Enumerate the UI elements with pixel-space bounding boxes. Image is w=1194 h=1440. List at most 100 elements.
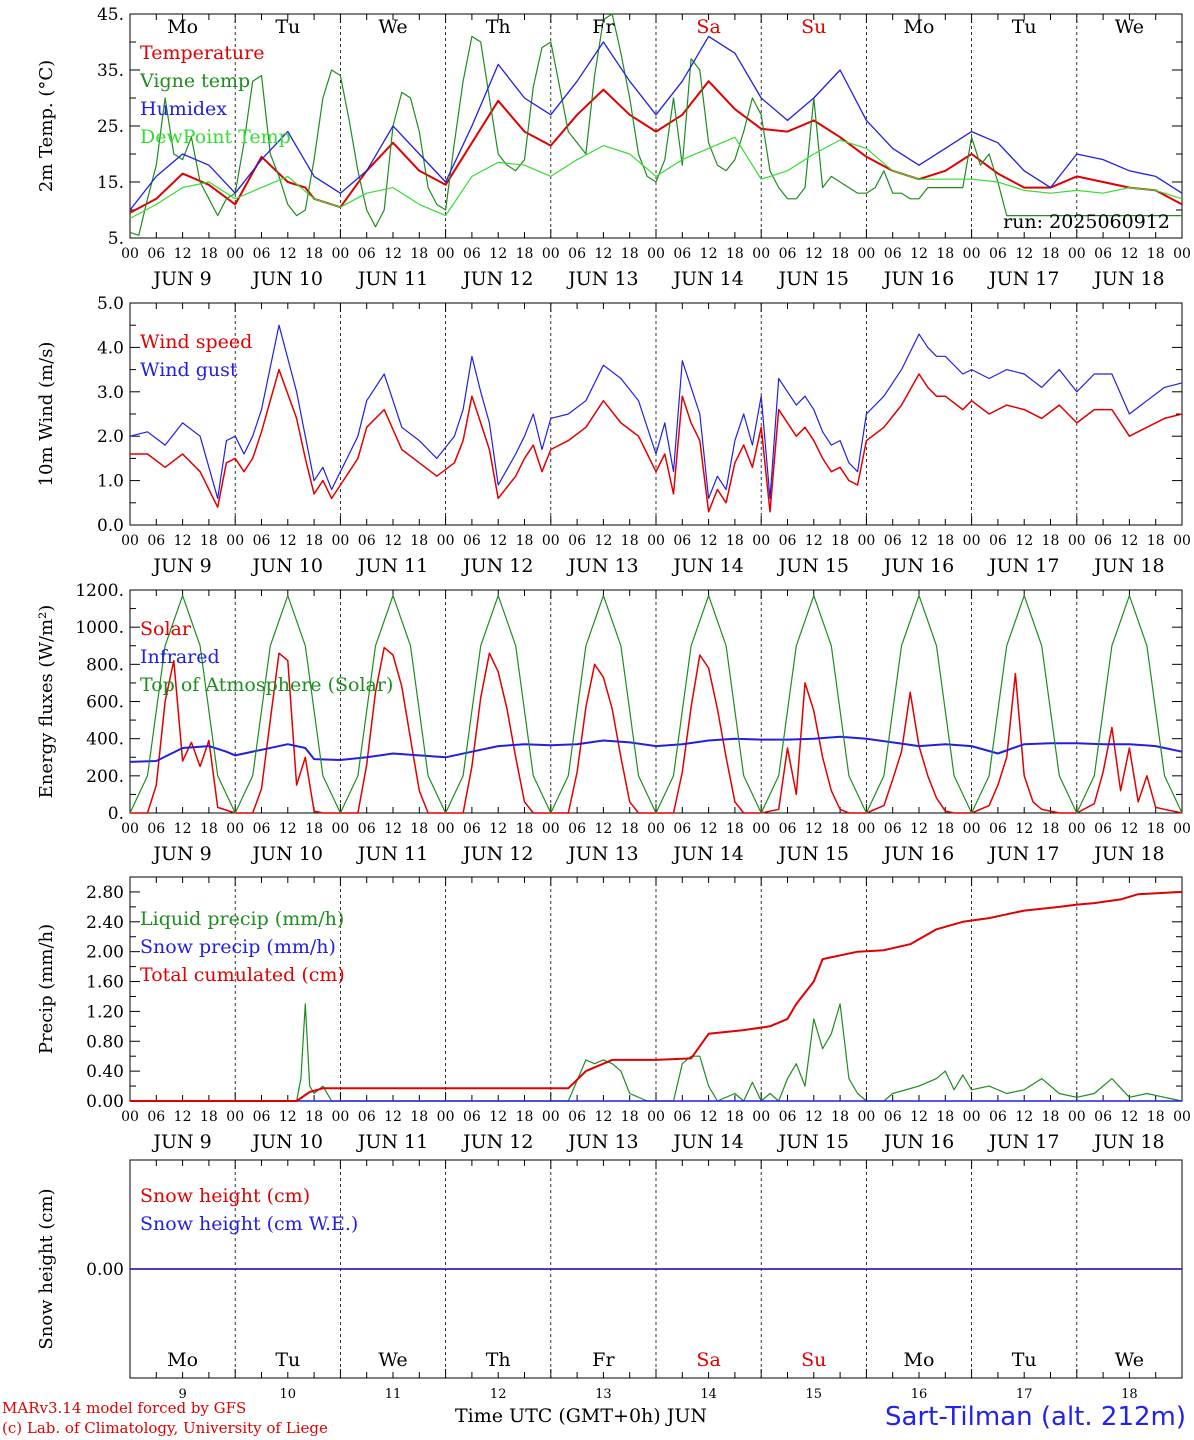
hour-tick-label: 18	[621, 533, 639, 549]
hour-tick-label: 00	[857, 533, 875, 549]
hour-tick-label: 18	[726, 821, 744, 837]
hour-tick-label: 18	[516, 1109, 534, 1125]
y-tick-label: 0.0	[97, 516, 124, 536]
hour-tick-label: 00	[437, 533, 455, 549]
day-of-week-label: Mo	[904, 1349, 935, 1371]
hour-tick-label: 12	[174, 246, 192, 262]
hour-tick-label: 12	[384, 1109, 402, 1125]
hour-tick-label: 00	[331, 821, 349, 837]
hour-tick-label: 00	[1068, 246, 1086, 262]
legend-entry: DewPoint Temp	[140, 126, 291, 148]
hour-tick-label: 00	[1173, 1109, 1191, 1125]
hour-tick-label: 00	[226, 533, 244, 549]
hour-tick-label: 00	[963, 246, 981, 262]
series-top-of-atmosphere-solar	[129, 594, 1183, 814]
y-tick-label: 0.40	[86, 1062, 124, 1082]
date-label: JUN 13	[566, 1131, 638, 1153]
hour-tick-label: 18	[200, 533, 218, 549]
date-label: JUN 17	[987, 268, 1059, 290]
y-tick-label: 1000.	[75, 618, 124, 638]
hour-tick-label: 00	[1068, 821, 1086, 837]
y-tick-label: 800.	[86, 655, 124, 675]
hour-tick-label: 18	[410, 1109, 428, 1125]
date-label: JUN 16	[882, 268, 954, 290]
date-label: JUN 18	[1092, 843, 1164, 865]
hour-tick-label: 18	[516, 533, 534, 549]
hour-tick-label: 06	[568, 1109, 586, 1125]
day-of-week-label: Tu	[275, 16, 300, 38]
hour-tick-label: 12	[1015, 1109, 1033, 1125]
hour-tick-label: 18	[831, 533, 849, 549]
hour-tick-label: 06	[147, 246, 165, 262]
hour-tick-label: 00	[331, 246, 349, 262]
legend-entry: Solar	[140, 618, 192, 640]
hour-tick-label: 18	[621, 1109, 639, 1125]
time-axis-title: Time UTC (GMT+0h) JUN	[455, 1405, 707, 1427]
hour-tick-label: 00	[542, 246, 560, 262]
date-label: JUN 15	[777, 843, 849, 865]
day-of-week-label: We	[1115, 1349, 1144, 1371]
date-label: JUN 9	[151, 555, 211, 577]
hour-tick-label: 06	[253, 246, 271, 262]
hour-tick-label: 00	[331, 1109, 349, 1125]
hour-tick-label: 00	[1068, 1109, 1086, 1125]
y-tick-label: 1.0	[97, 472, 124, 492]
date-label: JUN 15	[777, 268, 849, 290]
legend-entry: Total cumulated (cm)	[140, 964, 345, 986]
hour-tick-label: 12	[1120, 246, 1138, 262]
legend-entry: Top of Atmosphere (Solar)	[140, 674, 393, 696]
hour-tick-label: 00	[121, 533, 139, 549]
hour-tick-label: 06	[253, 821, 271, 837]
series-infrared	[129, 735, 1183, 763]
hour-tick-label: 12	[384, 821, 402, 837]
hour-tick-label: 00	[963, 533, 981, 549]
day-of-week-label: Fr	[592, 16, 615, 38]
hour-tick-label: 18	[831, 246, 849, 262]
y-axis-label: Snow height (cm)	[36, 1188, 57, 1349]
model-credit: MARv3.14 model forced by GFS	[2, 1399, 247, 1417]
hour-tick-label: 12	[910, 533, 928, 549]
hour-tick-label: 06	[884, 821, 902, 837]
hour-tick-label: 18	[936, 246, 954, 262]
hour-tick-label: 06	[568, 821, 586, 837]
hour-tick-label: 00	[542, 821, 560, 837]
hour-tick-label: 12	[910, 821, 928, 837]
series-wind-speed	[130, 368, 1183, 513]
hour-tick-label: 12	[700, 1109, 718, 1125]
hour-tick-label: 06	[779, 533, 797, 549]
date-label: JUN 16	[882, 1131, 954, 1153]
hour-tick-label: 00	[121, 246, 139, 262]
legend-entry: Liquid precip (mm/h)	[140, 908, 344, 930]
y-tick-label: 1.60	[86, 973, 124, 993]
date-label: JUN 18	[1092, 1131, 1164, 1153]
date-label: JUN 13	[566, 843, 638, 865]
hour-tick-label: 00	[1173, 533, 1191, 549]
y-axis-label: Energy fluxes (W/m²)	[36, 605, 57, 799]
hour-tick-label: 06	[1094, 246, 1112, 262]
date-label: JUN 17	[987, 1131, 1059, 1153]
y-tick-label: 2.0	[97, 427, 124, 447]
date-label: JUN 12	[461, 1131, 533, 1153]
hour-tick-label: 12	[700, 821, 718, 837]
hour-tick-label: 06	[673, 1109, 691, 1125]
series-humidex	[129, 35, 1183, 211]
y-tick-label: 45.	[97, 5, 124, 25]
hour-tick-label: 06	[673, 246, 691, 262]
hour-tick-label: 00	[752, 1109, 770, 1125]
hour-tick-label: 06	[358, 1109, 376, 1125]
hour-tick-label: 12	[279, 246, 297, 262]
date-label: JUN 10	[251, 1131, 323, 1153]
date-label: JUN 9	[151, 268, 211, 290]
day-of-week-label: Tu	[275, 1349, 300, 1371]
date-label: JUN 12	[461, 843, 533, 865]
day-number-label: 10	[280, 1387, 297, 1402]
hour-tick-label: 18	[1042, 1109, 1060, 1125]
hour-tick-label: 06	[989, 821, 1007, 837]
series-dewpoint-temp	[129, 136, 1183, 219]
hour-tick-label: 00	[647, 821, 665, 837]
day-number-label: 17	[1016, 1387, 1033, 1402]
y-tick-label: 2.80	[86, 883, 124, 903]
hour-tick-label: 18	[305, 821, 323, 837]
hour-tick-label: 18	[305, 533, 323, 549]
panel-precip: 0.00 0.40 0.80 1.20 1.60 2.00 2.40 2.80 Precip (…	[36, 876, 1191, 1153]
